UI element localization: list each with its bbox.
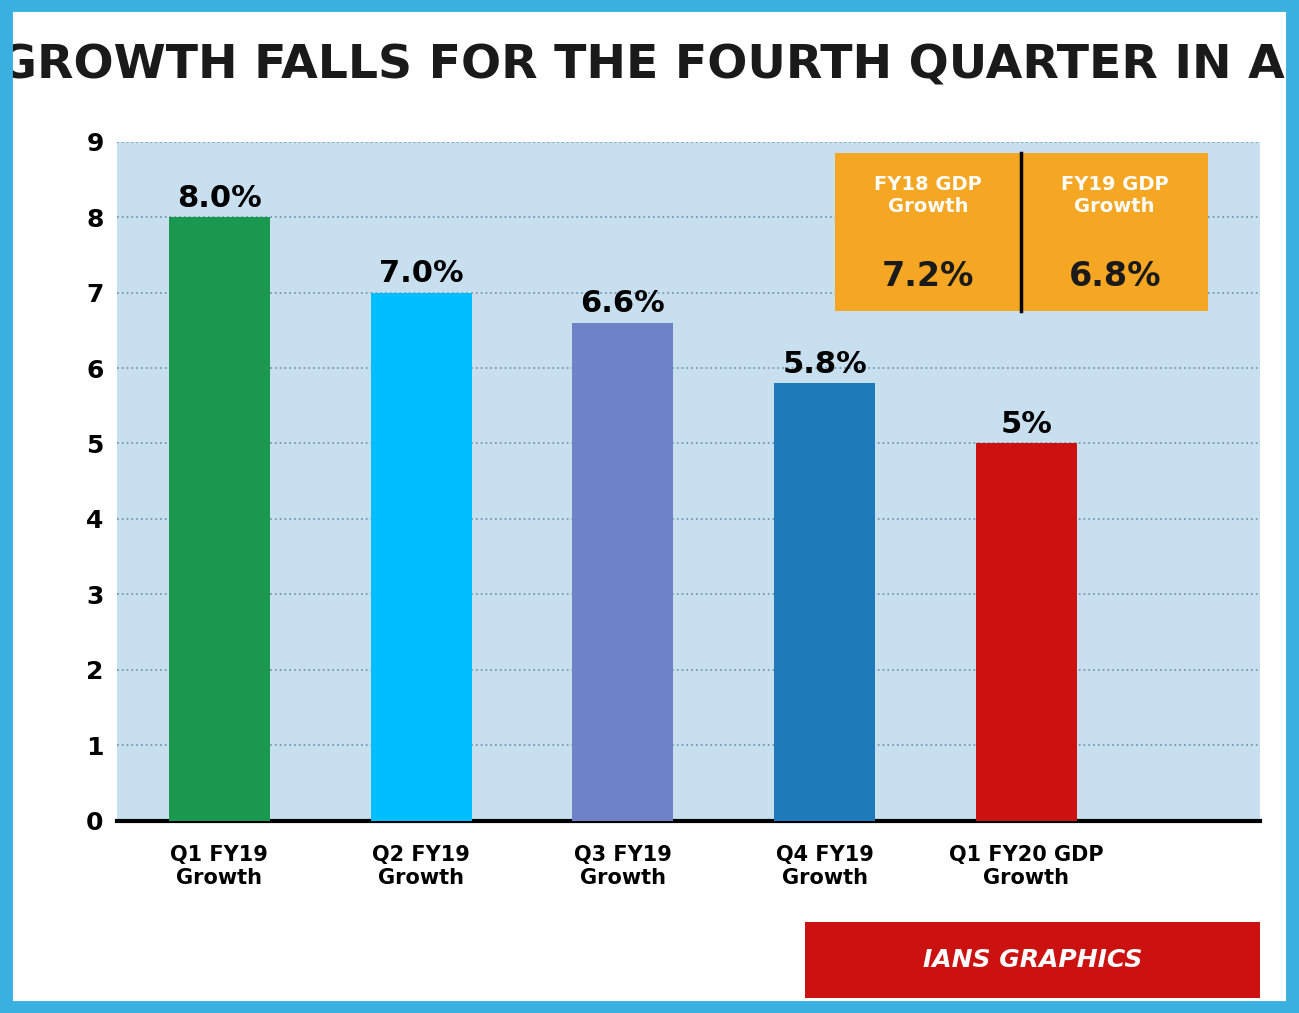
Text: GDP GROWTH FALLS FOR THE FOURTH QUARTER IN A ROW: GDP GROWTH FALLS FOR THE FOURTH QUARTER … xyxy=(0,44,1299,88)
Text: 8.0%: 8.0% xyxy=(177,183,261,213)
Text: 5%: 5% xyxy=(1000,410,1052,439)
Text: 6.6%: 6.6% xyxy=(581,290,665,318)
Bar xyxy=(169,217,270,821)
Bar xyxy=(573,323,673,821)
Bar xyxy=(370,293,472,821)
Bar xyxy=(976,444,1077,821)
Text: 6.8%: 6.8% xyxy=(1069,260,1161,293)
Text: FY19 GDP
Growth: FY19 GDP Growth xyxy=(1061,175,1169,217)
FancyBboxPatch shape xyxy=(835,153,1208,311)
Text: FY18 GDP
Growth: FY18 GDP Growth xyxy=(874,175,982,217)
Text: 7.0%: 7.0% xyxy=(379,259,464,288)
Bar xyxy=(774,383,876,821)
Text: IANS GRAPHICS: IANS GRAPHICS xyxy=(924,948,1142,971)
Text: 5.8%: 5.8% xyxy=(782,349,866,379)
Text: 7.2%: 7.2% xyxy=(882,260,974,293)
